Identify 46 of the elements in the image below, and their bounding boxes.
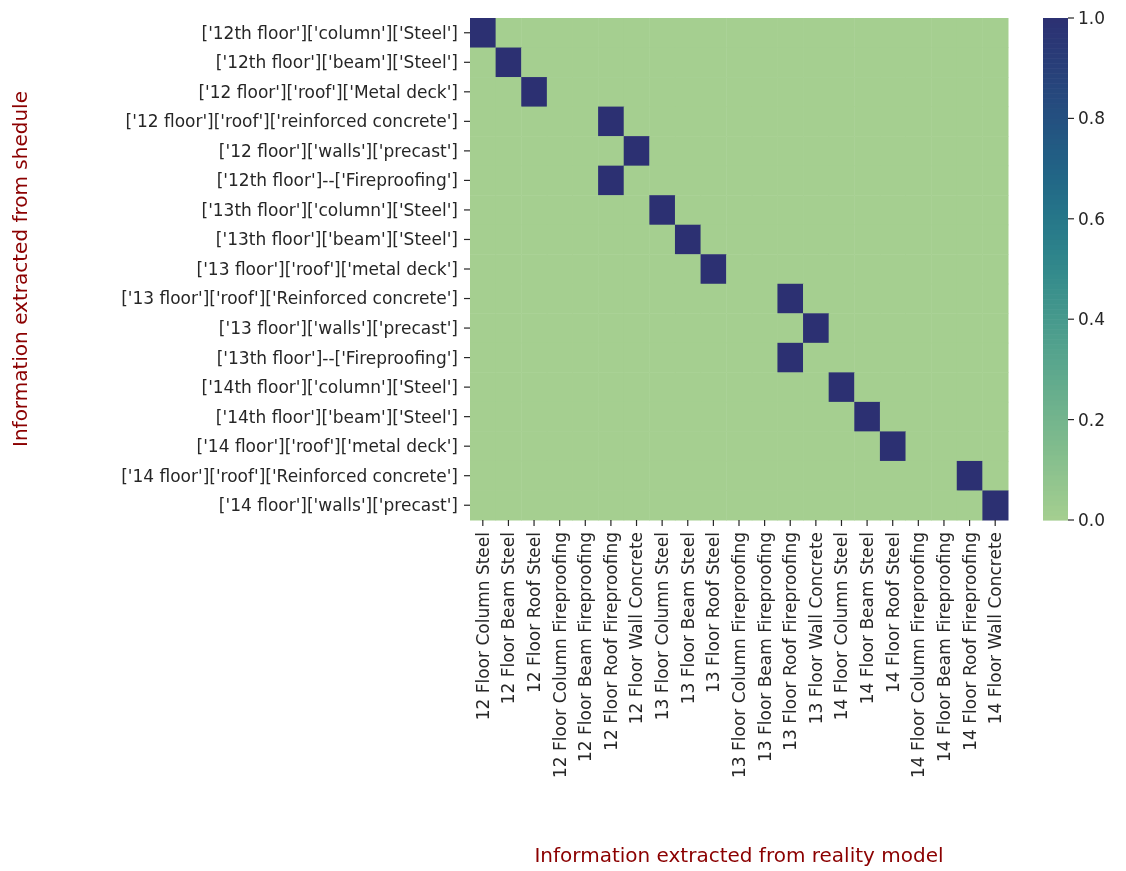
x-tick-label: 14 Floor Column Steel xyxy=(831,532,852,721)
y-tick-label: ['12 floor']['walls']['precast'] xyxy=(218,140,458,161)
y-tick-label: ['14 floor']['walls']['precast'] xyxy=(218,495,458,516)
y-tick-label: ['14 floor']['roof']['metal deck'] xyxy=(196,436,458,457)
x-tick-label: 13 Floor Beam Steel xyxy=(677,532,698,705)
color-bar-label: 1.0 xyxy=(1078,7,1106,28)
x-tick-label: 13 Floor Roof Steel xyxy=(703,532,724,694)
x-tick-label: 14 Floor Beam Fireproofing xyxy=(933,532,954,763)
color-bar-label: 0.0 xyxy=(1078,509,1106,530)
x-tick-label: 12 Floor Wall Concrete xyxy=(626,532,647,725)
x-tick-label: 14 Floor Column Fireproofing xyxy=(908,532,929,779)
y-tick-label: ['12th floor']--['Fireproofing'] xyxy=(216,170,458,191)
color-bar-label: 0.8 xyxy=(1078,108,1106,129)
x-tick-label: 12 Floor Roof Fireproofing xyxy=(600,532,621,751)
x-tick-label: 14 Floor Roof Steel xyxy=(882,532,903,694)
x-tick-label: 14 Floor Wall Concrete xyxy=(985,532,1006,725)
y-tick-label: ['14th floor']['beam']['Steel'] xyxy=(215,406,458,427)
color-bar-label: 0.4 xyxy=(1078,309,1106,330)
x-tick-label: 13 Floor Column Fireproofing xyxy=(728,532,749,779)
x-tick-label: 13 Floor Roof Fireproofing xyxy=(780,532,801,751)
x-tick-label: 12 Floor Column Fireproofing xyxy=(549,532,570,779)
x-tick-label: 13 Floor Column Steel xyxy=(652,532,673,721)
x-tick-label: 12 Floor Beam Steel xyxy=(498,532,519,705)
y-tick-label: ['12th floor']['beam']['Steel'] xyxy=(215,52,458,73)
y-tick-label: ['13th floor']--['Fireproofing'] xyxy=(216,347,458,368)
y-tick-label: ['14 floor']['roof']['Reinforced concrete'] xyxy=(121,465,458,486)
y-tick-label: ['13 floor']['walls']['precast'] xyxy=(218,318,458,339)
x-axis-title: Information extracted from reality model xyxy=(534,843,944,867)
y-tick-label: ['12 floor']['roof']['Metal deck'] xyxy=(198,81,458,102)
y-tick-label: ['13 floor']['roof']['metal deck'] xyxy=(196,258,458,279)
y-tick-label: ['13th floor']['beam']['Steel'] xyxy=(215,229,458,250)
y-tick-label: ['13 floor']['roof']['Reinforced concrete'] xyxy=(121,288,458,309)
x-tick-label: 14 Floor Roof Fireproofing xyxy=(959,532,980,751)
y-tick-label: ['13th floor']['column']['Steel'] xyxy=(201,199,458,220)
x-tick-label: 12 Floor Roof Steel xyxy=(524,532,544,694)
y-axis-title: Information extracted from shedule xyxy=(8,91,32,447)
y-tick-label: ['12 floor']['roof']['reinforced concrete'] xyxy=(125,111,458,132)
x-tick-label: 12 Floor Column Steel xyxy=(472,532,493,721)
y-tick-label: ['12th floor']['column']['Steel'] xyxy=(201,22,458,43)
color-bar-label: 0.2 xyxy=(1078,409,1106,430)
x-tick-label: 13 Floor Wall Concrete xyxy=(805,532,826,725)
x-tick-label: 12 Floor Beam Fireproofing xyxy=(575,532,596,763)
x-tick-label: 14 Floor Beam Steel xyxy=(857,532,878,705)
x-tick-label: 13 Floor Beam Fireproofing xyxy=(754,532,775,763)
color-bar-label: 0.6 xyxy=(1078,208,1106,229)
y-tick-label: ['14th floor']['column']['Steel'] xyxy=(201,377,458,398)
